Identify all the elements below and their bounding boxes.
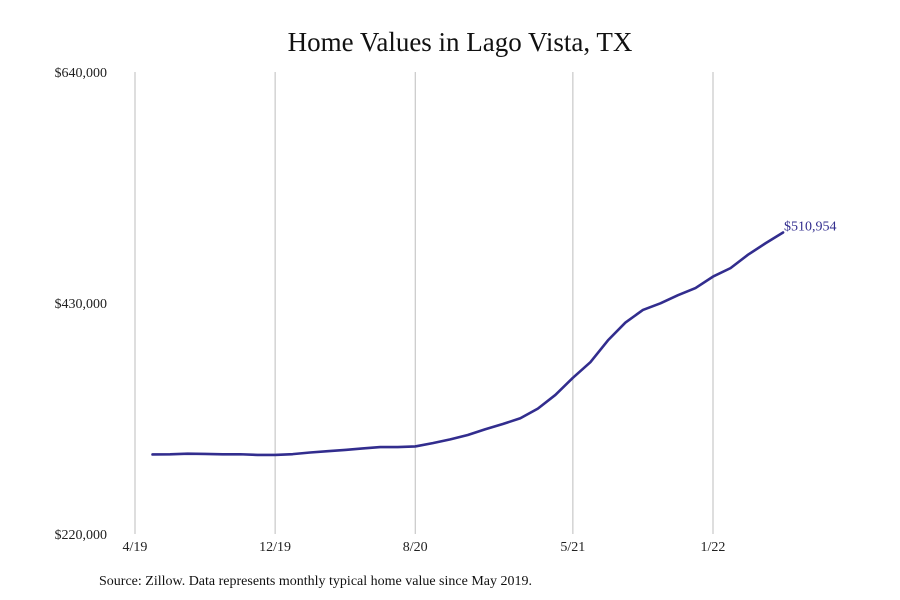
x-tick-label: 8/20 [403, 540, 428, 555]
series-line [151, 231, 785, 457]
gridlines [134, 72, 714, 534]
x-tick-label: 4/19 [123, 540, 148, 555]
x-tick-label: 12/19 [259, 540, 291, 555]
end-value-label: $510,954 [784, 219, 837, 234]
y-tick-label: $220,000 [55, 528, 108, 543]
x-tick-label: 5/21 [560, 540, 585, 555]
y-tick-label: $430,000 [55, 297, 108, 312]
chart-title: Home Values in Lago Vista, TX [288, 27, 633, 57]
plot-area: $510,954 [151, 219, 837, 457]
x-axis: 4/19 12/19 8/20 5/21 1/22 [123, 540, 726, 555]
source-note: Source: Zillow. Data represents monthly … [99, 574, 532, 589]
x-tick-label: 1/22 [701, 540, 726, 555]
y-tick-label: $640,000 [55, 66, 108, 81]
y-axis: $220,000 $430,000 $640,000 [55, 66, 108, 543]
